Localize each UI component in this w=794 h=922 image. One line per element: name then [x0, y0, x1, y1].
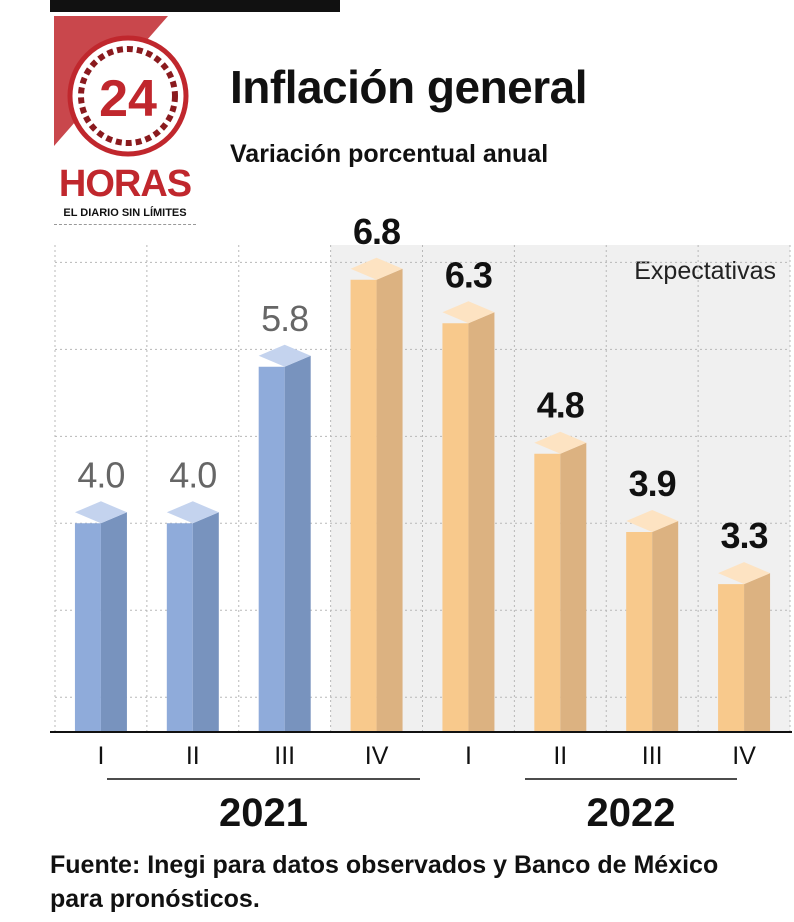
- x-tick-label: I: [465, 742, 472, 770]
- bar-top: [718, 562, 771, 585]
- bar-side: [468, 312, 495, 732]
- bar-front: [534, 453, 561, 732]
- bar-front: [258, 366, 285, 732]
- top-black-bar: [50, 0, 340, 12]
- bar-front: [718, 584, 745, 732]
- source-note: Fuente: Inegi para datos observados y Ba…: [50, 851, 719, 913]
- bar-value-label: 5.8: [261, 298, 308, 339]
- bar-top: [258, 344, 311, 367]
- bar-side: [652, 520, 679, 732]
- chart-subtitle: Variación porcentual anual: [230, 140, 549, 168]
- bar-front: [350, 279, 377, 732]
- bar-top: [74, 501, 127, 524]
- x-tick-label: III: [274, 742, 295, 770]
- bar-value-label: 4.0: [169, 454, 216, 495]
- logo-underline: [54, 224, 196, 225]
- logo-number: 24: [99, 70, 157, 128]
- bar-value-label: 3.9: [629, 463, 676, 504]
- expectations-label: Expectativas: [634, 257, 776, 285]
- bar-side: [744, 573, 771, 732]
- bar-side: [192, 512, 219, 732]
- x-tick-label: III: [642, 742, 663, 770]
- bar-side: [284, 355, 311, 732]
- bar-front: [626, 531, 653, 732]
- bar-value-label: 4.0: [77, 454, 124, 495]
- brand-logo: 24 HORAS EL DIARIO SIN LÍMITES: [50, 16, 200, 226]
- bar-value-label: 4.8: [537, 385, 584, 426]
- bar-top: [534, 431, 587, 454]
- bar-value-label: 6.8: [353, 211, 400, 252]
- bar-front: [74, 523, 101, 732]
- bar-front: [166, 523, 193, 732]
- bar-side: [376, 268, 403, 732]
- bar-value-label: 3.3: [721, 515, 768, 556]
- bar-top: [626, 509, 679, 532]
- x-tick-label: I: [97, 742, 104, 770]
- year-group-label: 2022: [587, 791, 676, 835]
- logo-name: HORAS: [59, 163, 191, 205]
- x-tick-label: II: [186, 742, 200, 770]
- bar-top: [166, 501, 219, 524]
- bar-front: [442, 323, 469, 732]
- bar-side: [100, 512, 127, 732]
- logo-emblem: 24 HORAS EL DIARIO SIN LÍMITES: [54, 16, 192, 219]
- logo-tagline: EL DIARIO SIN LÍMITES: [63, 206, 186, 219]
- x-tick-label: IV: [732, 742, 756, 770]
- bar-top: [350, 257, 403, 280]
- bar-side: [560, 442, 587, 732]
- bar-top: [442, 301, 495, 324]
- x-tick-label: IV: [365, 742, 389, 770]
- chart-title: Inflación general: [230, 61, 588, 113]
- x-tick-label: II: [553, 742, 567, 770]
- year-group-label: 2021: [219, 791, 308, 835]
- bar-value-label: 6.3: [445, 254, 492, 295]
